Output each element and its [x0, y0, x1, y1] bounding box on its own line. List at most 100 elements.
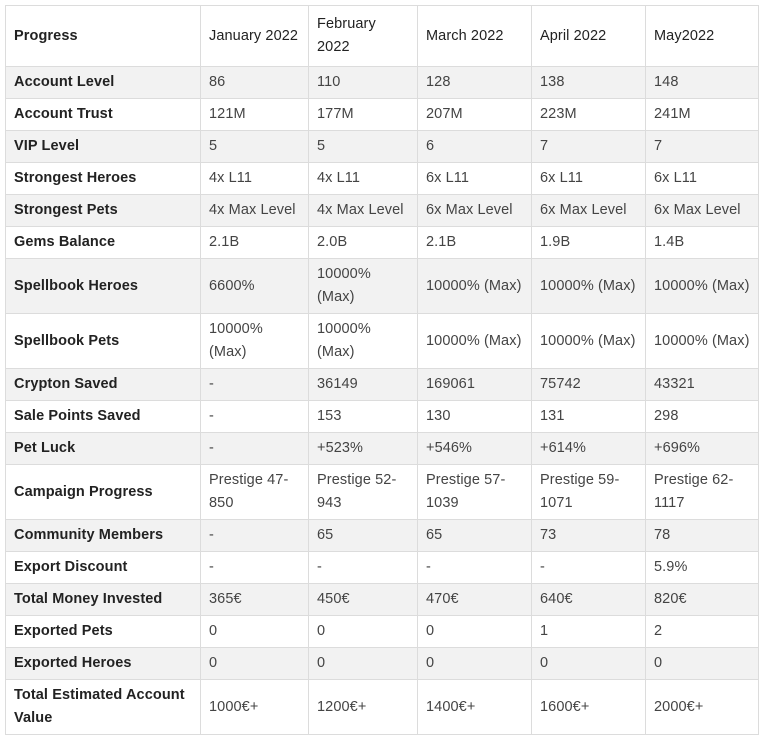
table-row: Spellbook Heroes 6600% 10000% (Max) 10000% …: [5, 258, 759, 314]
table-row: Sale Points Saved -153 130 131 298: [5, 400, 759, 433]
table-row: Gems Balance 2.1B 2.0B 2.1B 1.9B 1.4B: [5, 226, 759, 259]
table-cell: 0: [308, 615, 418, 648]
row-label: Campaign Progress: [5, 464, 201, 520]
table-cell: 6: [417, 130, 532, 163]
table-row: VIP Level 5 5 6 7 7: [5, 130, 759, 163]
table-cell: 6x L11: [645, 162, 759, 195]
table-cell: 73: [531, 519, 646, 552]
table-cell: 110: [308, 66, 418, 99]
table-cell: -: [417, 551, 532, 584]
table-body: Account Level 86 110 128 138 148 Account Trust…: [5, 66, 759, 735]
row-label: Spellbook Heroes: [5, 258, 201, 314]
table-cell: +523%: [308, 432, 418, 465]
table-cell: Prestige 47-850: [200, 464, 309, 520]
table-cell: 2.0B: [308, 226, 418, 259]
table-row: Exported Pets 0 0 0 1 2: [5, 615, 759, 648]
table-cell: 0: [531, 647, 646, 680]
table-cell: -: [531, 551, 646, 584]
table-cell: 1400€+: [417, 679, 532, 735]
table-cell: Prestige 59-1071: [531, 464, 646, 520]
table-cell: 131: [531, 400, 646, 433]
table-cell: 2.1B: [417, 226, 532, 259]
table-cell: 65: [308, 519, 418, 552]
table-cell: 65: [417, 519, 532, 552]
row-label: Export Discount: [5, 551, 201, 584]
table-cell: 121M: [200, 98, 309, 131]
table-row: Pet Luck - +523% +546% +614% +696%: [5, 432, 759, 465]
table-cell: 2: [645, 615, 759, 648]
table-cell: 10000% (Max): [531, 258, 646, 314]
table-row: Exported Heroes 0 0 0 0 0: [5, 647, 759, 680]
table-cell: 0: [200, 647, 309, 680]
table-cell: 0: [200, 615, 309, 648]
table-cell: 2.1B: [200, 226, 309, 259]
table-cell: 7: [531, 130, 646, 163]
table-cell: 640€: [531, 583, 646, 616]
table-cell: 10000% (Max): [308, 258, 418, 314]
table-row: Campaign Progress Prestige 47-850 Prestige…: [5, 464, 759, 520]
table-cell: 0: [417, 647, 532, 680]
table-header-row: Progress January 2022 February 2022 Marc…: [5, 5, 759, 67]
progress-table-container: Progress January 2022 February 2022 Marc…: [5, 5, 759, 735]
table-cell: 223M: [531, 98, 646, 131]
row-label: Total Estimated Account Value: [5, 679, 201, 735]
table-cell: 1: [531, 615, 646, 648]
table-row: Total Estimated Account Value 1000€+ 1200€…: [5, 679, 759, 735]
table-cell: 10000% (Max): [645, 258, 759, 314]
table-cell: 470€: [417, 583, 532, 616]
table-cell: 10000% (Max): [531, 313, 646, 369]
table-cell: 10000% (Max): [200, 313, 309, 369]
row-label: Sale Points Saved: [5, 400, 201, 433]
table-cell: 78: [645, 519, 759, 552]
table-row: Export Discount - - - -5.9%: [5, 551, 759, 584]
table-cell: 6x L11: [531, 162, 646, 195]
table-cell: 1.4B: [645, 226, 759, 259]
table-cell: 36149: [308, 368, 418, 401]
table-cell: -: [200, 400, 309, 433]
row-label: Exported Pets: [5, 615, 201, 648]
row-label: VIP Level: [5, 130, 201, 163]
header-april-2022: April 2022: [531, 5, 646, 67]
table-cell: 10000% (Max): [417, 313, 532, 369]
row-label: Strongest Pets: [5, 194, 201, 227]
table-row: Crypton Saved -36149 169061 75742 43321: [5, 368, 759, 401]
table-cell: 6x L11: [417, 162, 532, 195]
table-cell: 1.9B: [531, 226, 646, 259]
table-cell: 0: [645, 647, 759, 680]
table-row: Total Money Invested 365€ 450€ 470€ 640€ 820€: [5, 583, 759, 616]
table-cell: 4x L11: [200, 162, 309, 195]
table-cell: 1600€+: [531, 679, 646, 735]
table-cell: 7: [645, 130, 759, 163]
table-cell: 10000% (Max): [308, 313, 418, 369]
table-cell: 177M: [308, 98, 418, 131]
row-label: Spellbook Pets: [5, 313, 201, 369]
table-cell: 2000€+: [645, 679, 759, 735]
table-cell: 241M: [645, 98, 759, 131]
table-cell: 0: [417, 615, 532, 648]
row-label: Community Members: [5, 519, 201, 552]
table-cell: 450€: [308, 583, 418, 616]
table-cell: Prestige 57-1039: [417, 464, 532, 520]
row-label: Account Trust: [5, 98, 201, 131]
table-cell: 4x L11: [308, 162, 418, 195]
header-february-2022: February 2022: [308, 5, 418, 67]
table-row: Community Members -65 65 73 78: [5, 519, 759, 552]
header-may-2022: May2022: [645, 5, 759, 67]
table-cell: -: [200, 368, 309, 401]
table-cell: 4x Max Level: [308, 194, 418, 227]
table-cell: 10000% (Max): [645, 313, 759, 369]
table-cell: 86: [200, 66, 309, 99]
table-cell: 148: [645, 66, 759, 99]
row-label: Crypton Saved: [5, 368, 201, 401]
table-cell: 75742: [531, 368, 646, 401]
table-cell: Prestige 62-1117: [645, 464, 759, 520]
table-cell: 6x Max Level: [645, 194, 759, 227]
table-cell: 5: [200, 130, 309, 163]
table-cell: -: [308, 551, 418, 584]
table-cell: -: [200, 551, 309, 584]
table-row: Strongest Pets 4x Max Level 4x Max Level 6x…: [5, 194, 759, 227]
table-cell: 820€: [645, 583, 759, 616]
row-label: Account Level: [5, 66, 201, 99]
header-march-2022: March 2022: [417, 5, 532, 67]
row-label: Gems Balance: [5, 226, 201, 259]
